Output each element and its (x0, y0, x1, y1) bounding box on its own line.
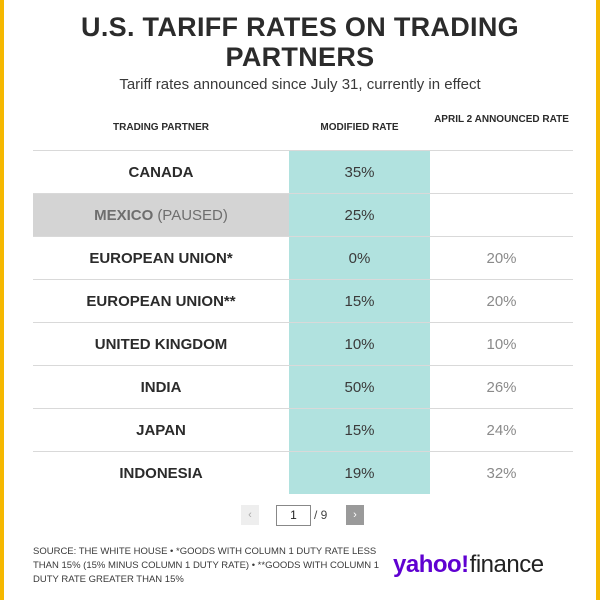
header-trading-partner: TRADING PARTNER (113, 122, 209, 133)
cell-partner: MEXICO (PAUSED) (33, 194, 289, 236)
logo-brand: yahoo! (393, 551, 469, 578)
partner-name: INDONESIA (119, 464, 203, 482)
cell-april2-rate: 20% (486, 292, 517, 310)
table-row: EUROPEAN UNION** 15% 20% (33, 279, 573, 322)
cell-april2-rate (430, 194, 573, 236)
pagination: ‹ 1 / 9 › (0, 505, 600, 527)
table-row: EUROPEAN UNION* 0% 20% (33, 236, 573, 279)
partner-status-note: (PAUSED) (157, 206, 228, 224)
logo-product: finance (469, 551, 544, 578)
cell-modified-rate: 19% (344, 464, 375, 482)
table-row: MEXICO (PAUSED) 25% (33, 193, 573, 236)
page-number-input[interactable]: 1 (276, 505, 311, 526)
cell-april2-rate: 10% (486, 335, 517, 353)
cell-modified-rate: 0% (348, 249, 371, 267)
partner-name: INDIA (140, 378, 182, 396)
yahoo-finance-logo: yahoo!finance (393, 551, 544, 579)
table-body: CANADA 35% MEXICO (PAUSED) 25% EUROPEAN UNION… (33, 150, 573, 494)
cell-partner: CANADA (33, 151, 289, 193)
partner-name: CANADA (128, 163, 194, 181)
cell-april2-rate: 20% (486, 249, 517, 267)
table-row: INDIA 50% 26% (33, 365, 573, 408)
source-note: SOURCE: THE WHITE HOUSE • *GOODS WITH CO… (33, 546, 380, 585)
chart-subtitle: Tariff rates announced since July 31, cu… (119, 76, 481, 93)
tariff-table: TRADING PARTNER MODIFIED RATE APRIL 2 AN… (33, 106, 573, 494)
table-header: TRADING PARTNER MODIFIED RATE APRIL 2 AN… (33, 106, 573, 150)
partner-name: JAPAN (136, 421, 186, 439)
page-total: / 9 (314, 508, 328, 522)
cell-modified-rate: 25% (344, 206, 375, 224)
cell-partner: INDIA (33, 366, 289, 408)
prev-page-button[interactable]: ‹ (241, 505, 259, 525)
partner-name: EUROPEAN UNION** (86, 292, 236, 310)
cell-partner: EUROPEAN UNION** (33, 280, 289, 322)
left-border (0, 0, 4, 600)
cell-modified-rate: 50% (344, 378, 375, 396)
cell-modified-rate: 15% (344, 421, 375, 439)
right-border (596, 0, 600, 600)
header-april2-rate: APRIL 2 ANNOUNCED RATE (434, 114, 569, 125)
cell-modified-rate: 10% (344, 335, 375, 353)
cell-modified-rate: 15% (344, 292, 375, 310)
cell-partner: EUROPEAN UNION* (33, 237, 289, 279)
table-row: INDONESIA 19% 32% (33, 451, 573, 494)
cell-april2-rate: 32% (486, 464, 517, 482)
chart-title: U.S. TARIFF RATES ON TRADING PARTNERS (81, 12, 519, 72)
cell-april2-rate: 26% (486, 378, 517, 396)
table-row: CANADA 35% (33, 150, 573, 193)
next-page-button[interactable]: › (346, 505, 364, 525)
cell-april2-rate (430, 151, 573, 193)
cell-partner: JAPAN (33, 409, 289, 451)
cell-april2-rate: 24% (486, 421, 517, 439)
partner-name: UNITED KINGDOM (94, 335, 228, 353)
cell-modified-rate: 35% (344, 163, 375, 181)
table-row: JAPAN 15% 24% (33, 408, 573, 451)
partner-name: EUROPEAN UNION* (89, 249, 233, 267)
cell-partner: INDONESIA (33, 452, 289, 494)
cell-partner: UNITED KINGDOM (33, 323, 289, 365)
header-modified-rate: MODIFIED RATE (320, 122, 399, 133)
partner-name: MEXICO (94, 206, 154, 224)
table-row: UNITED KINGDOM 10% 10% (33, 322, 573, 365)
